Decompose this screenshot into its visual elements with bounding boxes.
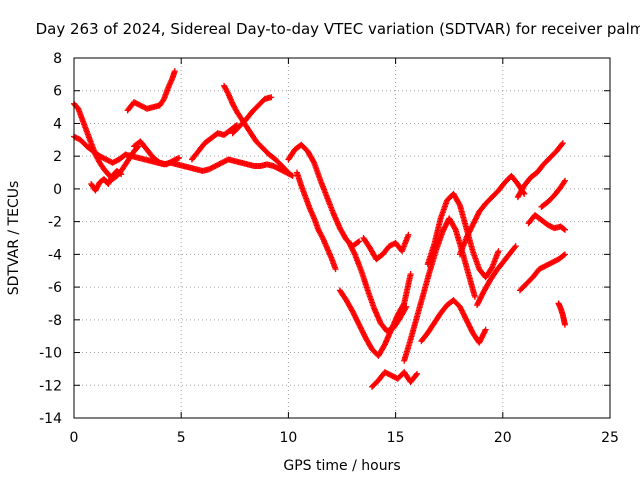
- data-point: [561, 226, 568, 233]
- y-tick-label: -8: [48, 313, 62, 329]
- y-tick-label: -4: [48, 247, 62, 263]
- data-point: [560, 252, 567, 259]
- data-point: [560, 226, 567, 232]
- data-point: [332, 266, 339, 273]
- series-trace-4: [124, 68, 178, 114]
- x-tick-label: 25: [601, 430, 619, 446]
- series-trace-14: [369, 369, 421, 390]
- data-point: [117, 170, 124, 177]
- x-axis-title: GPS time / hours: [283, 458, 400, 474]
- series-trace-16: [418, 297, 489, 346]
- series-trace-19: [474, 243, 519, 309]
- data-point: [171, 68, 178, 75]
- data-point: [561, 179, 568, 186]
- y-tick-label: -12: [39, 378, 62, 394]
- data-point: [356, 238, 363, 245]
- series-trace-23: [516, 251, 568, 294]
- data-point: [471, 293, 478, 300]
- y-tick-label: 8: [53, 51, 62, 67]
- data-point: [288, 172, 295, 179]
- axis-ticks: [73, 57, 611, 419]
- y-tick-labels: 8 6 4 2 0 -2 -4 -6 -8 -10 -12 -14: [39, 51, 62, 427]
- chart-title: Day 263 of 2024, Sidereal Day-to-day VTE…: [36, 20, 640, 38]
- series-trace-9: [285, 141, 363, 250]
- series-trace-3: [88, 167, 125, 194]
- x-tick-label: 10: [279, 430, 297, 446]
- data-point: [451, 225, 458, 232]
- series-trace-22: [538, 177, 568, 210]
- data-point: [558, 141, 565, 148]
- y-tick-label: -14: [39, 411, 62, 427]
- series-trace-12: [345, 238, 410, 335]
- data-point: [456, 201, 463, 207]
- series-trace-8: [229, 94, 275, 137]
- series-trace-5: [131, 138, 183, 168]
- plot-frame: [73, 57, 611, 419]
- data-point: [402, 305, 409, 311]
- data-point: [561, 251, 568, 258]
- data-point: [310, 158, 317, 165]
- data-point: [559, 140, 566, 147]
- data-point: [561, 321, 568, 328]
- series-trace-24: [555, 300, 568, 328]
- data-point: [174, 155, 181, 162]
- series-trace-13: [360, 231, 412, 263]
- data-point: [407, 271, 414, 277]
- data-point: [268, 94, 275, 101]
- y-tick-label: 6: [53, 84, 62, 100]
- data-point: [355, 239, 362, 246]
- data-point: [512, 243, 519, 250]
- data-point: [511, 244, 518, 251]
- x-tick-labels: 0 5 10 15 20 25: [70, 430, 619, 446]
- data-point: [482, 326, 489, 333]
- y-tick-label: 4: [53, 116, 62, 132]
- data-point: [414, 370, 421, 377]
- data-points: [71, 68, 568, 390]
- data-point: [176, 154, 183, 161]
- data-point: [405, 231, 412, 238]
- data-point: [495, 248, 502, 255]
- data-point: [285, 169, 292, 176]
- data-point: [413, 371, 420, 378]
- y-tick-label: 0: [53, 182, 62, 198]
- data-point: [118, 171, 125, 178]
- series-trace-20: [514, 140, 566, 201]
- grid: [74, 58, 610, 418]
- series-trace-10: [293, 169, 339, 273]
- x-tick-label: 15: [387, 430, 405, 446]
- y-axis-title: SDTVAR / TECUs: [6, 181, 22, 296]
- data-point: [284, 168, 291, 175]
- y-tick-label: -10: [39, 346, 62, 362]
- y-tick-label: -6: [48, 280, 62, 296]
- y-tick-label: 2: [53, 149, 62, 165]
- series-trace-21: [525, 212, 568, 233]
- x-tick-label: 5: [177, 430, 186, 446]
- series-trace-11: [336, 271, 414, 359]
- data-point: [561, 177, 568, 184]
- x-tick-label: 0: [70, 430, 79, 446]
- series-trace-15: [401, 215, 478, 364]
- series-trace-17: [424, 190, 502, 281]
- x-tick-label: 20: [494, 430, 512, 446]
- data-point: [403, 303, 410, 310]
- data-point: [289, 172, 296, 179]
- y-tick-label: -2: [48, 215, 62, 231]
- series-trace-18: [456, 172, 528, 258]
